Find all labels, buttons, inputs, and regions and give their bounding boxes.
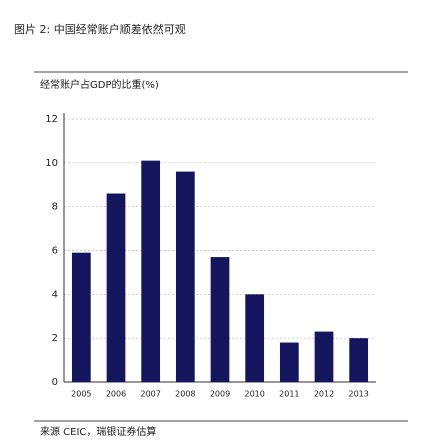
y-tick-label: 6 — [52, 246, 58, 257]
y-tick-label: 2 — [52, 333, 58, 344]
y-tick-label: 12 — [45, 114, 58, 125]
y-tick-label: 10 — [45, 158, 58, 169]
x-tick-label: 2013 — [348, 390, 368, 399]
source: 来源 CEIC，瑞银证券估算 — [40, 425, 156, 438]
x-tick-label: 2007 — [140, 390, 160, 399]
y-tick-label: 0 — [52, 377, 58, 388]
x-tick-label: 2008 — [175, 390, 195, 399]
x-tick-label: 2006 — [106, 390, 126, 399]
chart-subtitle: 经常账户占GDP的比重(%) — [40, 78, 159, 91]
bar — [245, 294, 265, 382]
x-tick-label: 2009 — [210, 390, 230, 399]
bar — [71, 252, 91, 382]
bar — [175, 171, 195, 382]
bar — [314, 331, 334, 382]
y-tick-label: 4 — [52, 289, 58, 300]
bar — [210, 257, 230, 382]
bar — [141, 160, 161, 382]
y-tick-label: 8 — [52, 202, 58, 213]
x-tick-label: 2011 — [279, 390, 299, 399]
bar — [106, 193, 126, 382]
x-tick-label: 2010 — [244, 390, 264, 399]
x-tick-label: 2005 — [71, 390, 91, 399]
x-tick-label: 2012 — [314, 390, 334, 399]
bar — [349, 338, 369, 382]
chart-title: 图片 2: 中国经常账户顺差依然可观 — [14, 22, 186, 36]
bar — [279, 342, 299, 382]
